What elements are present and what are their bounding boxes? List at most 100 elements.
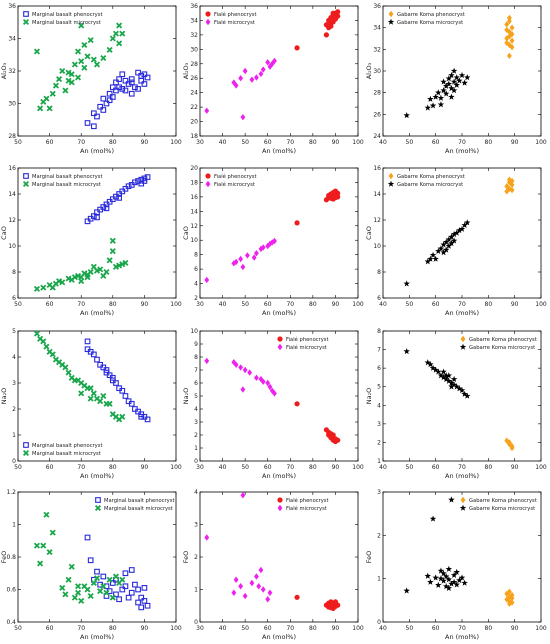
x-tick-label: 70 bbox=[458, 139, 466, 146]
data-point bbox=[119, 586, 126, 593]
legend-label: Fialé phenocryst bbox=[214, 173, 257, 180]
series-gabarre-koma-phenocryst bbox=[504, 437, 515, 452]
data-point bbox=[435, 581, 442, 588]
data-point bbox=[450, 381, 458, 388]
data-point bbox=[90, 351, 97, 358]
x-axis-title: An (mol%) bbox=[445, 309, 479, 317]
x-tick-label: 30 bbox=[196, 301, 204, 308]
data-point bbox=[256, 583, 262, 590]
legend: Gabarre Koma phenocryst Gabarre Koma micr… bbox=[459, 496, 537, 512]
data-point bbox=[509, 181, 515, 189]
data-point bbox=[403, 280, 410, 287]
legend-label: Fialé microcryst bbox=[214, 181, 255, 188]
data-point bbox=[204, 107, 210, 114]
data-point bbox=[233, 361, 239, 368]
x-tick-label: 80 bbox=[485, 464, 493, 471]
x-axis-title: An (mol%) bbox=[262, 147, 296, 155]
y-tick-label: 10 bbox=[190, 328, 198, 335]
data-point bbox=[260, 586, 266, 593]
series-marginal-basalt-microcryst bbox=[33, 511, 126, 604]
y-tick-label: 0 bbox=[194, 619, 198, 626]
y-tick-label: 6 bbox=[194, 266, 198, 273]
data-point bbox=[119, 576, 126, 583]
data-point bbox=[335, 194, 341, 200]
data-point bbox=[509, 24, 515, 31]
data-point bbox=[97, 103, 104, 110]
data-point bbox=[40, 542, 47, 549]
series-marginal-basalt-phenocryst bbox=[84, 174, 151, 225]
y-tick-label: 8 bbox=[194, 252, 198, 259]
x-tick-label: 60 bbox=[264, 301, 272, 308]
data-point bbox=[440, 374, 447, 381]
data-point bbox=[204, 534, 210, 541]
data-point bbox=[238, 364, 244, 371]
data-point bbox=[265, 379, 271, 387]
x-tick-label: 80 bbox=[485, 301, 493, 308]
data-point bbox=[328, 23, 334, 29]
data-point bbox=[461, 390, 468, 397]
data-point bbox=[509, 30, 515, 38]
x-tick-label: 80 bbox=[109, 625, 117, 632]
x-tick-label: 50 bbox=[241, 301, 249, 308]
data-point bbox=[437, 575, 445, 582]
data-point bbox=[442, 90, 450, 97]
data-point bbox=[260, 244, 266, 251]
legend-label: Gabarre Koma phenocryst bbox=[469, 337, 537, 343]
data-point bbox=[87, 37, 94, 44]
x-tick-label: 90 bbox=[332, 139, 340, 146]
data-point bbox=[504, 35, 510, 42]
legend-marker bbox=[23, 173, 29, 179]
legend-label: Marginal basalt phenocryst bbox=[104, 498, 175, 504]
y-axis-title: CaO bbox=[182, 226, 190, 240]
data-point bbox=[87, 385, 94, 392]
data-point bbox=[33, 285, 40, 292]
data-point bbox=[458, 387, 466, 394]
data-point bbox=[43, 343, 50, 350]
x-tick-label: 100 bbox=[170, 139, 182, 146]
data-point bbox=[335, 190, 341, 196]
y-tick-label: 2 bbox=[194, 295, 198, 302]
x-tick-label: 40 bbox=[379, 464, 387, 471]
plot-frame bbox=[199, 5, 359, 137]
legend: Marginal basalt phenocryst Marginal basal… bbox=[22, 11, 103, 26]
data-point bbox=[437, 101, 445, 108]
data-point bbox=[254, 250, 259, 257]
y-tick-label: 20 bbox=[190, 119, 198, 126]
data-point bbox=[242, 366, 248, 374]
data-point bbox=[62, 591, 69, 598]
legend-marker bbox=[22, 449, 30, 457]
data-point bbox=[328, 605, 334, 611]
data-point bbox=[245, 252, 250, 259]
data-point bbox=[260, 66, 266, 73]
x-tick-label: 40 bbox=[379, 625, 387, 632]
legend-marker bbox=[22, 180, 30, 188]
y-tick-label: 7 bbox=[194, 367, 198, 374]
data-point bbox=[507, 588, 512, 595]
data-point bbox=[258, 566, 264, 574]
scatter-panel-alo-1: 50 60 70 80 90 100 28 30 32 34 36 An (mol%) Al₂O₃ Mar… bbox=[0, 3, 182, 155]
legend: Gabarre Koma phenocryst Gabarre Koma micr… bbox=[387, 172, 465, 188]
y-tick-label: 28 bbox=[8, 133, 16, 140]
data-point bbox=[138, 77, 145, 84]
data-point bbox=[330, 432, 336, 438]
data-point bbox=[294, 594, 300, 600]
data-point bbox=[464, 74, 471, 81]
data-point bbox=[456, 77, 463, 84]
series-gabarre-koma-phenocryst bbox=[504, 14, 515, 60]
data-point bbox=[450, 87, 458, 94]
series-fial-phenocryst bbox=[294, 9, 341, 51]
data-point bbox=[141, 178, 148, 184]
data-point bbox=[450, 237, 458, 244]
x-tick-label: 60 bbox=[46, 139, 54, 146]
legend-marker bbox=[205, 173, 211, 179]
data-point bbox=[65, 69, 72, 76]
data-point bbox=[437, 372, 445, 379]
data-point bbox=[442, 82, 450, 89]
legend-label: Fialé microcryst bbox=[286, 344, 327, 351]
data-point bbox=[87, 268, 94, 276]
data-point bbox=[445, 377, 453, 384]
x-tick-label: 70 bbox=[286, 301, 294, 308]
x-tick-label: 60 bbox=[46, 464, 54, 471]
series-marginal-basalt-phenocryst bbox=[84, 534, 151, 611]
